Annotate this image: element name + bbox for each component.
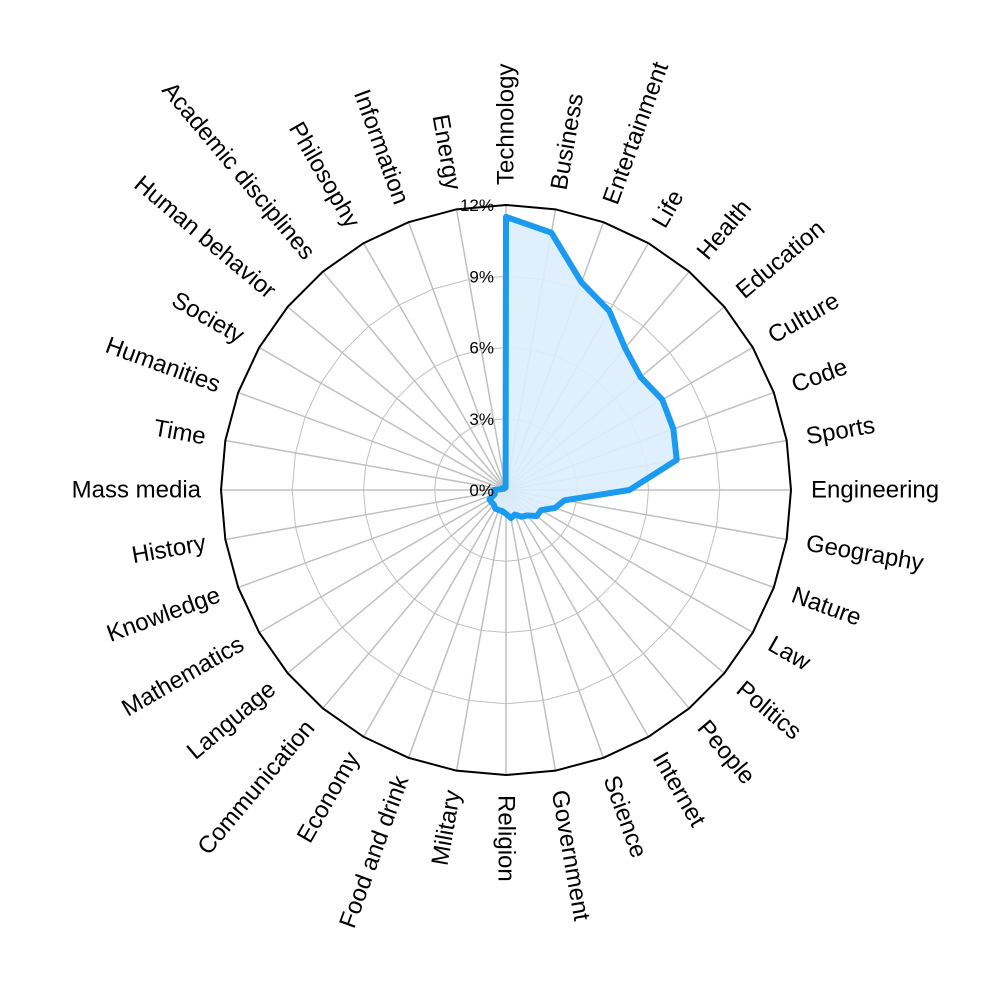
grid-spoke bbox=[322, 271, 507, 491]
data-point bbox=[497, 509, 500, 511]
category-label: Economy bbox=[292, 747, 365, 847]
data-point bbox=[661, 398, 664, 401]
category-label: Geography bbox=[804, 530, 926, 577]
category-label: Religion bbox=[493, 795, 520, 882]
grid-spoke bbox=[258, 346, 507, 491]
radial-tick-label: 3% bbox=[469, 410, 494, 429]
radial-tick-label: 12% bbox=[460, 196, 494, 215]
category-label: Government bbox=[546, 788, 596, 923]
grid-spoke bbox=[225, 439, 507, 491]
category-label: Food and drink bbox=[334, 771, 414, 932]
grid-spoke bbox=[505, 489, 650, 738]
data-point bbox=[488, 498, 491, 501]
grid-spoke bbox=[505, 489, 725, 674]
data-point bbox=[639, 376, 642, 378]
category-label: People bbox=[692, 715, 761, 790]
grid-spoke bbox=[362, 242, 507, 491]
data-point bbox=[494, 507, 497, 510]
data-point bbox=[624, 347, 626, 349]
data-point bbox=[505, 512, 507, 515]
data-point bbox=[514, 513, 516, 516]
category-label: Code bbox=[788, 353, 851, 398]
radial-ticks: 0% 3% 6% 9% 12% bbox=[460, 196, 494, 500]
category-label: Business bbox=[546, 91, 590, 192]
grid-spoke bbox=[505, 489, 690, 709]
data-point bbox=[510, 517, 512, 519]
category-label: Life bbox=[647, 186, 690, 233]
radial-tick-label: 6% bbox=[469, 339, 494, 358]
category-label: Military bbox=[427, 788, 467, 868]
category-label: Technology bbox=[493, 64, 520, 185]
grid-spoke bbox=[407, 489, 507, 759]
data-point bbox=[493, 491, 496, 493]
category-label: Information bbox=[348, 86, 414, 208]
category-label: Politics bbox=[731, 676, 807, 746]
data-point bbox=[628, 489, 631, 491]
data-point bbox=[608, 310, 611, 312]
data-point bbox=[554, 507, 556, 509]
data-point bbox=[536, 515, 538, 517]
grid-spoke bbox=[455, 489, 507, 771]
grid-spoke bbox=[287, 489, 507, 674]
data-point bbox=[580, 281, 583, 284]
grid-spoke bbox=[455, 209, 507, 491]
grid-spoke bbox=[505, 489, 557, 771]
category-label: Entertainment bbox=[598, 58, 675, 208]
grid-spoke bbox=[287, 306, 507, 491]
data-point bbox=[550, 231, 553, 234]
category-label: Culture bbox=[763, 287, 844, 349]
category-label: Society bbox=[167, 286, 249, 349]
data-point bbox=[675, 459, 678, 461]
grid-spoke bbox=[505, 489, 754, 634]
category-label: Internet bbox=[647, 747, 711, 831]
category-label: Humanities bbox=[102, 332, 224, 398]
category-label: Nature bbox=[788, 582, 865, 632]
grid-spoke bbox=[322, 489, 507, 709]
data-point bbox=[672, 428, 675, 430]
category-label: Language bbox=[182, 676, 281, 765]
category-label: Engineering bbox=[811, 477, 939, 504]
radial-tick-label: 0% bbox=[469, 481, 494, 500]
outer-ring bbox=[219, 203, 793, 777]
data-point bbox=[493, 489, 495, 491]
grid-spoke bbox=[225, 489, 507, 541]
data-point bbox=[500, 487, 503, 490]
category-label: Philosophy bbox=[283, 117, 365, 232]
data-point bbox=[501, 510, 504, 512]
data-point bbox=[526, 514, 529, 517]
grid-spoke bbox=[407, 221, 507, 491]
data-point bbox=[520, 515, 523, 518]
grid-spoke bbox=[362, 489, 507, 738]
category-label: Sports bbox=[804, 412, 877, 451]
category-label: Knowledge bbox=[103, 582, 224, 648]
series-area bbox=[486, 213, 680, 522]
category-label: Science bbox=[598, 772, 653, 861]
grid-spoke bbox=[237, 391, 507, 491]
category-label: History bbox=[130, 530, 208, 570]
category-label: Academic disciplines bbox=[156, 77, 320, 265]
grid-spoke bbox=[258, 489, 507, 634]
category-label: Energy bbox=[427, 112, 467, 192]
data-point bbox=[492, 503, 495, 506]
data-point bbox=[540, 509, 542, 511]
category-label: Time bbox=[152, 415, 208, 451]
data-point bbox=[490, 501, 493, 504]
data-point bbox=[505, 216, 507, 218]
category-label: Law bbox=[763, 631, 815, 677]
radial-tick-label: 9% bbox=[469, 267, 494, 286]
data-point bbox=[504, 486, 507, 489]
grid-spoke bbox=[237, 489, 507, 589]
grid-spoke bbox=[505, 489, 605, 759]
data-point bbox=[563, 499, 566, 502]
category-label: Health bbox=[692, 195, 757, 265]
data-point bbox=[494, 493, 496, 495]
category-label: Education bbox=[731, 215, 830, 304]
category-label: Mass media bbox=[72, 477, 202, 504]
